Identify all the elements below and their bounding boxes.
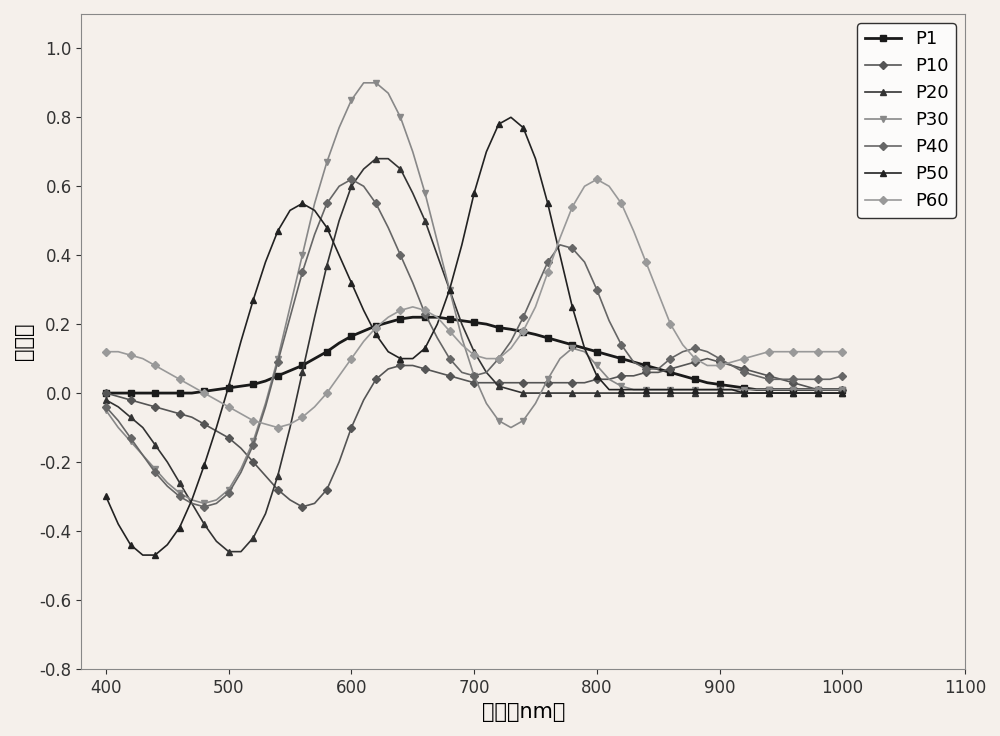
P40 — [763, 375, 775, 383]
P30 — [100, 406, 112, 414]
P20 — [566, 389, 578, 397]
P60 — [763, 347, 775, 356]
P60 — [247, 417, 259, 425]
Y-axis label: 偏振度: 偏振度 — [14, 322, 34, 360]
P50 — [284, 206, 296, 215]
P1 — [100, 389, 112, 397]
P50 — [763, 389, 775, 397]
P1 — [358, 327, 370, 336]
P20 — [836, 389, 848, 397]
P40 — [198, 503, 210, 512]
P1 — [750, 385, 762, 394]
P20 — [517, 389, 529, 397]
P40 — [345, 175, 357, 184]
P30 — [259, 399, 271, 408]
P10 — [505, 378, 517, 387]
P40 — [100, 403, 112, 411]
P60 — [284, 420, 296, 428]
P20 — [259, 509, 271, 518]
P40 — [382, 223, 394, 232]
P50 — [100, 492, 112, 501]
Line: P20: P20 — [102, 155, 846, 555]
P30 — [566, 344, 578, 353]
P1 — [407, 313, 419, 322]
Line: P1: P1 — [103, 314, 845, 396]
P1 — [272, 372, 284, 381]
Line: P30: P30 — [102, 79, 846, 507]
P60 — [505, 344, 517, 353]
P50 — [259, 258, 271, 266]
P30 — [382, 89, 394, 98]
P30 — [198, 499, 210, 508]
P20 — [382, 155, 394, 163]
Legend: P1, P10, P20, P30, P40, P50, P60: P1, P10, P20, P30, P40, P50, P60 — [857, 23, 956, 218]
P60 — [591, 175, 603, 184]
P20 — [370, 155, 382, 163]
P30 — [836, 385, 848, 394]
P10 — [296, 503, 308, 512]
Line: P10: P10 — [103, 355, 845, 509]
Line: P40: P40 — [103, 177, 845, 509]
P40 — [517, 313, 529, 322]
P40 — [566, 244, 578, 252]
P50 — [836, 389, 848, 397]
P30 — [284, 302, 296, 311]
P10 — [272, 485, 284, 494]
P60 — [554, 233, 566, 242]
P50 — [505, 113, 517, 121]
P1 — [554, 337, 566, 346]
P10 — [554, 378, 566, 387]
P1 — [505, 325, 517, 333]
P20 — [223, 548, 235, 556]
X-axis label: 波长（nm）: 波长（nm） — [482, 702, 565, 722]
P10 — [247, 458, 259, 467]
P50 — [566, 302, 578, 311]
P30 — [763, 385, 775, 394]
P1 — [247, 380, 259, 389]
P1 — [836, 385, 848, 394]
P60 — [272, 423, 284, 432]
P10 — [370, 375, 382, 383]
Line: P50: P50 — [102, 114, 846, 559]
P60 — [100, 347, 112, 356]
P60 — [370, 323, 382, 332]
P10 — [836, 385, 848, 394]
P20 — [284, 423, 296, 432]
P40 — [259, 403, 271, 411]
Line: P60: P60 — [103, 177, 845, 431]
P40 — [284, 313, 296, 322]
P30 — [517, 417, 529, 425]
P10 — [763, 372, 775, 381]
P20 — [100, 395, 112, 404]
P10 — [100, 389, 112, 397]
P50 — [137, 551, 149, 559]
P10 — [701, 354, 713, 363]
P20 — [763, 389, 775, 397]
P50 — [517, 123, 529, 132]
P50 — [370, 330, 382, 339]
P30 — [358, 79, 370, 88]
P40 — [836, 372, 848, 381]
P60 — [836, 347, 848, 356]
